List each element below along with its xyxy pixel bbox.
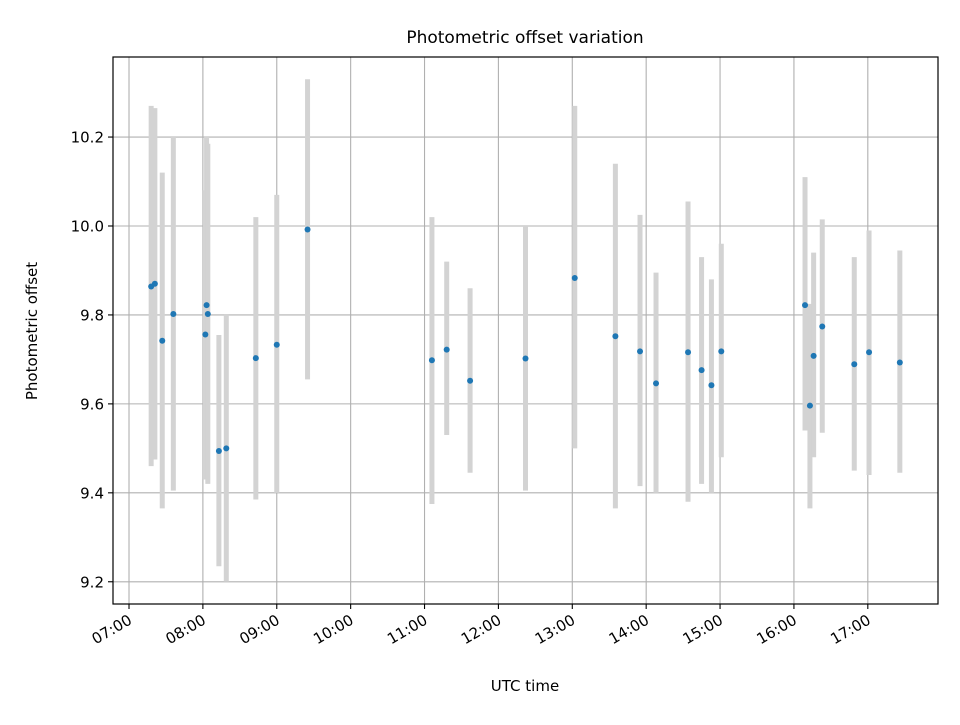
- data-point: [810, 352, 817, 359]
- data-point: [428, 357, 435, 364]
- y-tick-label: 9.8: [80, 306, 104, 324]
- plot-frame: [112, 56, 939, 605]
- data-point: [273, 341, 280, 348]
- data-point: [653, 380, 660, 387]
- data-point: [571, 275, 578, 282]
- y-axis-ticks: 9.2 9.4 9.6 9.8 10.0 10.2: [71, 129, 113, 591]
- data-point: [223, 445, 230, 452]
- y-tick-label: 10.0: [71, 217, 104, 235]
- data-point: [802, 302, 809, 309]
- data-point: [522, 355, 529, 362]
- data-point: [806, 402, 813, 409]
- y-axis-label: Photometric offset: [23, 262, 41, 400]
- data-point: [851, 361, 858, 368]
- y-tick-label: 9.4: [80, 484, 104, 502]
- data-point: [170, 311, 177, 318]
- data-point: [304, 226, 311, 233]
- data-point: [866, 349, 873, 356]
- data-point: [637, 348, 644, 355]
- data-point: [819, 323, 826, 330]
- y-tick-label: 9.2: [80, 573, 104, 591]
- data-point: [204, 311, 211, 318]
- y-tick-label: 9.6: [80, 395, 104, 413]
- data-point: [215, 448, 222, 455]
- data-point: [708, 382, 715, 389]
- data-point: [685, 349, 692, 356]
- data-point: [202, 331, 209, 338]
- data-point: [443, 346, 450, 353]
- y-tick-label: 10.2: [71, 129, 104, 147]
- data-points: [148, 226, 903, 455]
- data-point: [203, 302, 210, 309]
- x-axis-label: UTC time: [491, 677, 559, 695]
- data-point: [151, 280, 158, 287]
- data-point: [698, 367, 705, 374]
- data-point: [612, 333, 619, 340]
- data-point: [896, 359, 903, 366]
- data-point: [252, 355, 259, 362]
- data-point: [718, 348, 725, 355]
- data-point: [467, 377, 474, 384]
- data-point: [159, 337, 166, 344]
- chart-title: Photometric offset variation: [406, 28, 643, 48]
